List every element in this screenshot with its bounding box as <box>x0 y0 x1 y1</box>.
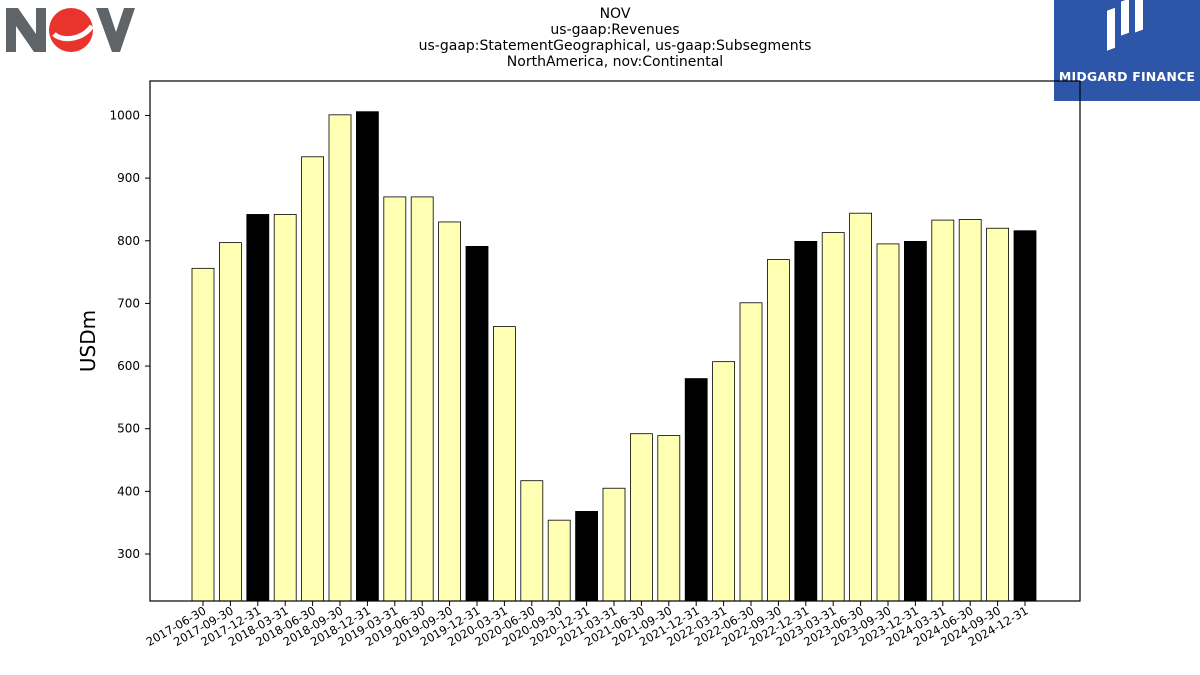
bar-2021-09-30 <box>657 435 681 602</box>
bar-2023-09-30 <box>876 243 900 602</box>
bar-2021-06-30 <box>630 433 653 602</box>
bar-2021-03-31 <box>602 487 626 602</box>
y-tick-label: 800 <box>117 234 140 248</box>
title-line-2: us-gaap:Revenues <box>550 22 680 38</box>
bar-2019-09-30 <box>438 221 462 602</box>
title-line-4: NorthAmerica, nov:Continental <box>506 54 724 70</box>
bar-2020-09-30 <box>547 519 571 602</box>
bar-2017-12-31 <box>246 214 270 602</box>
bar-2018-09-30 <box>328 114 352 602</box>
bar-2019-12-31 <box>465 245 489 602</box>
midgard-emblem-icon <box>1107 0 1143 51</box>
bar-2018-03-31 <box>273 214 297 602</box>
nov-logo <box>6 8 135 52</box>
chart-title: NOV us-gaap:Revenues us-gaap:StatementGe… <box>150 6 1080 70</box>
bar-2024-06-30 <box>958 219 982 602</box>
bar-2022-06-30 <box>739 302 763 602</box>
plot-frame <box>149 80 1081 602</box>
title-line-1: NOV <box>599 6 631 22</box>
bar-2017-06-30 <box>191 267 215 602</box>
bar-2018-06-30 <box>301 156 325 602</box>
midgard-finance-logo: MIDGARD FINANCE <box>1054 0 1200 101</box>
bar-2019-03-31 <box>383 196 407 602</box>
y-tick-label: 1000 <box>109 108 140 122</box>
bar-2021-12-31 <box>684 378 708 602</box>
y-tick-label: 300 <box>117 547 140 561</box>
y-axis: 300 400 500 600 700 800 900 1000 <box>109 108 150 561</box>
bar-2022-03-31 <box>712 361 735 602</box>
bar-2020-06-30 <box>520 480 544 602</box>
bar-2023-03-31 <box>821 232 845 602</box>
y-tick-label: 900 <box>117 171 140 185</box>
bar-2024-09-30 <box>986 227 1009 602</box>
y-tick-label: 600 <box>117 359 140 373</box>
y-tick-label: 500 <box>117 422 140 436</box>
bar-2023-12-31 <box>904 240 927 602</box>
bar-2017-09-30 <box>218 242 242 602</box>
bar-2024-03-31 <box>931 219 955 602</box>
bar-2018-12-31 <box>355 111 379 602</box>
title-line-3: us-gaap:StatementGeographical, us-gaap:S… <box>418 38 812 54</box>
bar-2023-06-30 <box>849 212 872 602</box>
midgard-finance-text: MIDGARD FINANCE <box>1058 69 1196 84</box>
y-tick-label: 700 <box>117 296 140 310</box>
x-axis: 2017-06-302017-09-302017-12-312018-03-31… <box>144 601 1031 649</box>
y-axis-label: USDm <box>76 310 100 372</box>
bar-2024-12-31 <box>1013 230 1037 602</box>
bars-group <box>191 111 1037 602</box>
y-tick-label: 400 <box>117 484 140 498</box>
bar-2020-03-31 <box>492 326 516 602</box>
bar-2019-06-30 <box>410 196 434 602</box>
bar-2022-09-30 <box>767 259 790 602</box>
bar-2022-12-31 <box>794 240 818 602</box>
bar-2020-12-31 <box>575 511 598 602</box>
